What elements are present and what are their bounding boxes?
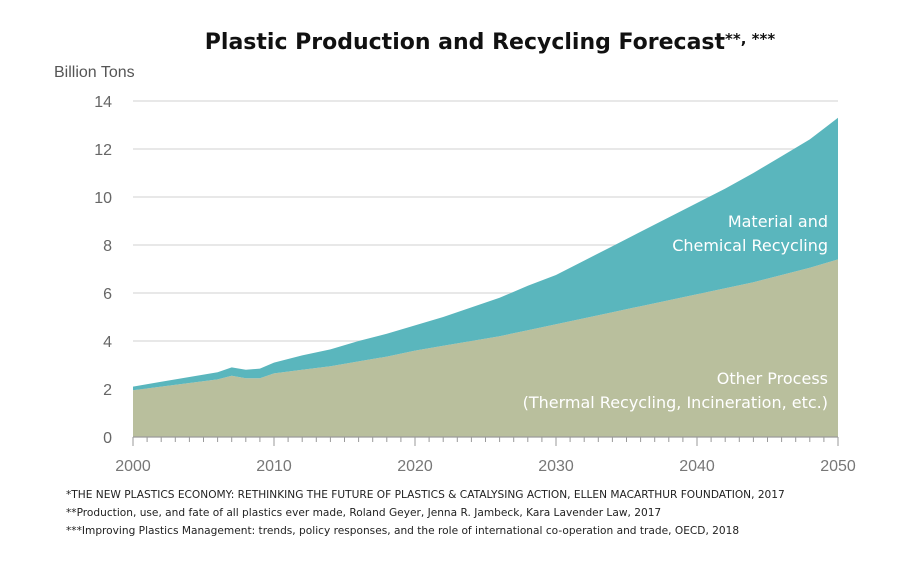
y-tick-label: 4 xyxy=(103,334,112,351)
area-series-material-chemical-recycling xyxy=(133,117,838,391)
x-tick-label: 2050 xyxy=(820,458,856,475)
y-tick-label: 6 xyxy=(103,286,112,303)
chart: Plastic Production and Recycling Forecas… xyxy=(54,30,856,475)
footnote-2: **Production, use, and fate of all plast… xyxy=(66,507,662,519)
x-tick-label: 2020 xyxy=(397,458,433,475)
title-footnote-marker: **, *** xyxy=(725,30,775,48)
y-tick-label: 2 xyxy=(103,382,112,399)
gridlines xyxy=(133,100,838,390)
area-series-other-process xyxy=(133,259,838,437)
y-tick-label: 0 xyxy=(103,430,112,447)
chart-title: Plastic Production and Recycling Forecas… xyxy=(205,30,776,55)
series-label-recycling-line2: Chemical Recycling xyxy=(672,236,828,255)
x-axis-ticks: 2000 2010 2020 2030 2040 2050 xyxy=(115,458,856,475)
x-tick-label: 2010 xyxy=(256,458,292,475)
x-tick-label: 2040 xyxy=(679,458,715,475)
series-label-other-process: Other Process xyxy=(717,369,828,388)
y-axis-ticks: 0 2 4 6 8 10 12 14 xyxy=(94,94,112,447)
series-sublabel-other-process: (Thermal Recycling, Incineration, etc.) xyxy=(523,393,828,412)
y-tick-label: 14 xyxy=(94,94,112,111)
footnotes: *THE NEW PLASTICS ECONOMY: RETHINKING TH… xyxy=(66,486,896,540)
x-tick-label: 2030 xyxy=(538,458,574,475)
x-axis xyxy=(132,436,839,446)
y-axis-label: Billion Tons xyxy=(54,64,135,81)
footnote-3: ***Improving Plastics Management: trends… xyxy=(66,525,740,537)
y-tick-label: 12 xyxy=(94,142,112,159)
y-tick-label: 8 xyxy=(103,238,112,255)
series-label-recycling-line1: Material and xyxy=(728,212,828,231)
x-tick-label: 2000 xyxy=(115,458,151,475)
footnote-1: *THE NEW PLASTICS ECONOMY: RETHINKING TH… xyxy=(66,489,785,501)
plot-areas xyxy=(133,117,838,437)
y-tick-label: 10 xyxy=(94,190,112,207)
